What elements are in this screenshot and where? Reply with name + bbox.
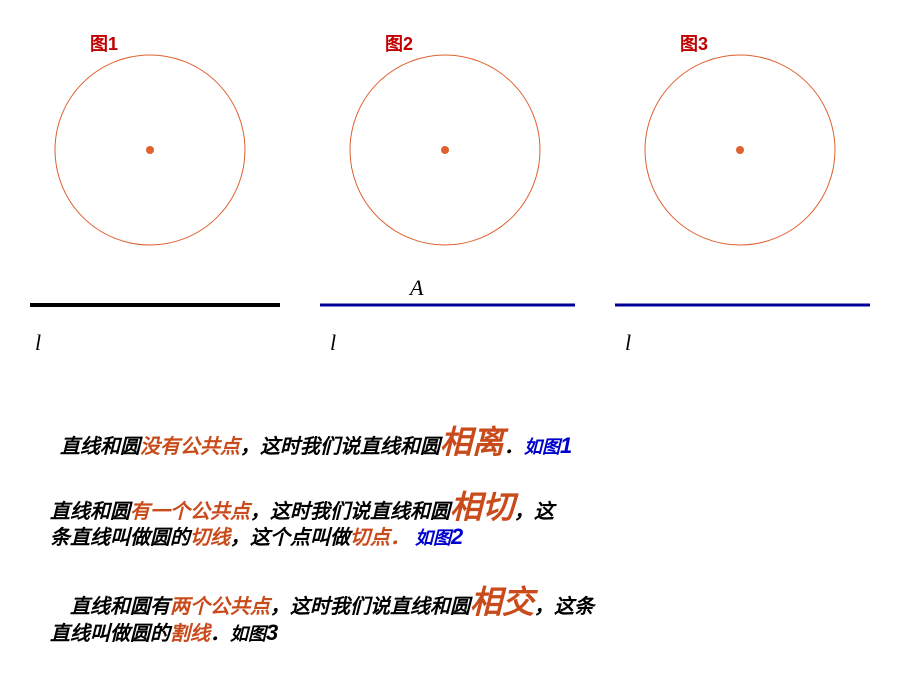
text-part: ，这 — [514, 501, 554, 523]
text-part: ，这条 — [534, 596, 594, 618]
text-part: 如图 — [524, 437, 560, 457]
line-label-1: l — [35, 330, 41, 356]
figure-label-3: 图3 — [680, 30, 708, 56]
text-part: 相切 — [450, 489, 514, 525]
text-part: ． — [210, 623, 230, 645]
geometry-diagram — [0, 0, 920, 360]
text-part: 有一个公共点 — [130, 501, 250, 523]
description-line-3: 条直线叫做圆的切线，这个点叫做切点． 如图2 — [50, 522, 463, 553]
text-part: 直线叫做圆的 — [50, 623, 170, 645]
text-part: 2 — [451, 524, 463, 549]
text-part: ，这个点叫做 — [230, 527, 350, 549]
text-part: ． — [504, 436, 524, 458]
text-part: ，这时我们说直线和圆 — [250, 501, 450, 523]
text-part: 如图 — [230, 624, 266, 644]
text-part: 3 — [266, 620, 278, 645]
text-part: 直线和圆 — [50, 501, 130, 523]
description-line-5: 直线叫做圆的割线．如图3 — [50, 618, 278, 649]
text-part: 1 — [560, 433, 572, 458]
text-part: 如图 — [410, 528, 451, 548]
text-part: ，这时我们说直线和圆 — [270, 596, 470, 618]
text-part: ，这时我们说直线和圆 — [240, 436, 440, 458]
center-dot-1 — [146, 146, 154, 154]
center-dot-3 — [736, 146, 744, 154]
line-label-2: l — [330, 330, 336, 356]
point-label-2: A — [410, 275, 423, 301]
text-part: 割线 — [170, 623, 210, 645]
text-part: 条直线叫做圆的 — [50, 527, 190, 549]
text-part: 没有公共点 — [140, 436, 240, 458]
line-label-3: l — [625, 330, 631, 356]
text-part: 相交 — [470, 584, 534, 620]
text-part: 相离 — [440, 424, 504, 460]
figure-label-1: 图1 — [90, 30, 118, 56]
text-part: 直线和圆 — [60, 436, 140, 458]
text-part: 直线和圆有 — [70, 596, 170, 618]
text-part: 切线 — [190, 527, 230, 549]
text-part: 切点． — [350, 527, 410, 549]
center-dot-2 — [441, 146, 449, 154]
figure-label-2: 图2 — [385, 30, 413, 56]
description-line-1: 直线和圆没有公共点，这时我们说直线和圆相离．如图1 — [60, 420, 572, 465]
text-part: 两个公共点 — [170, 596, 270, 618]
